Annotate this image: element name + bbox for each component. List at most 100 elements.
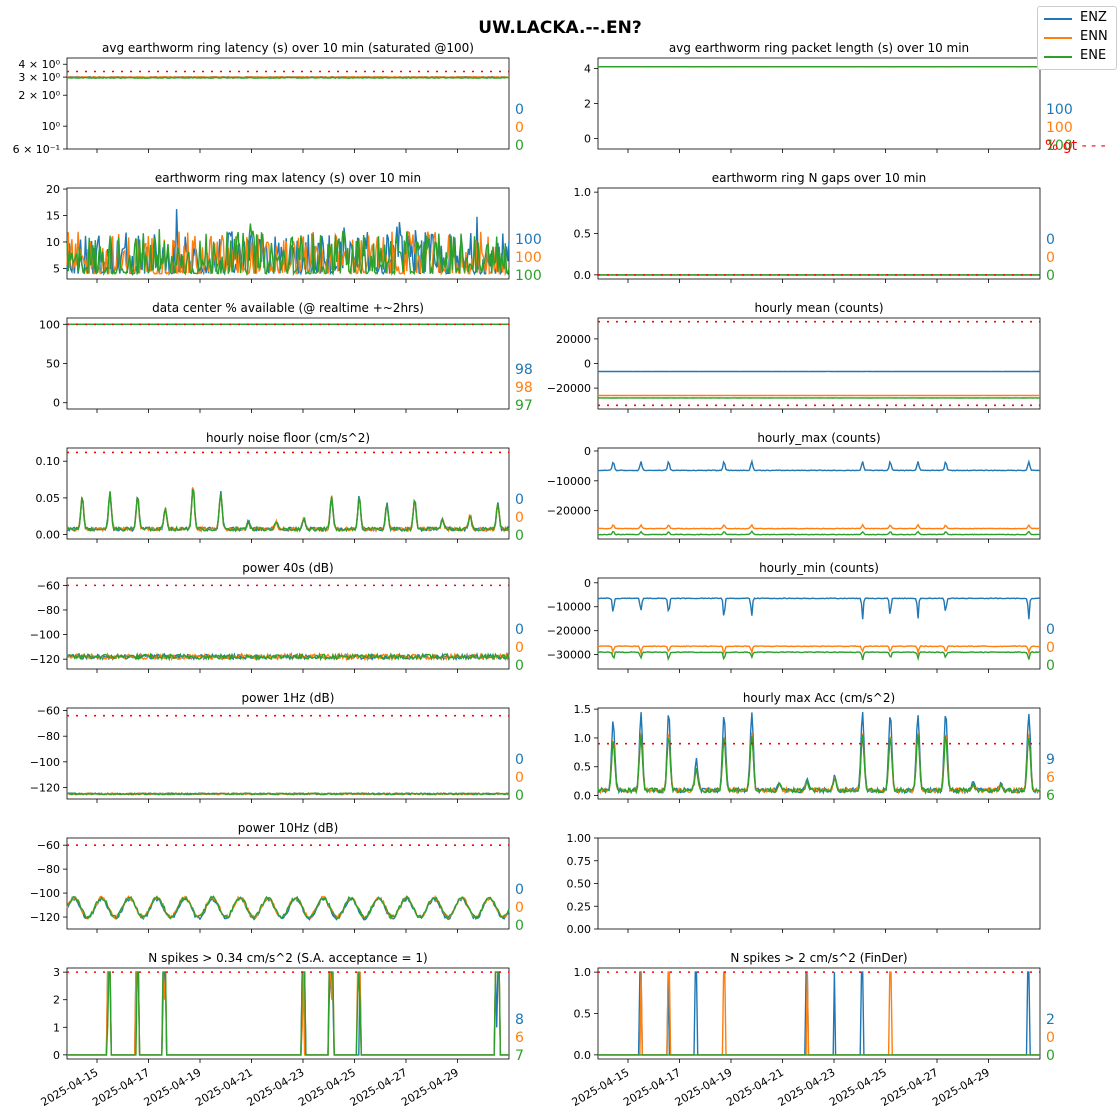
y-tick-label: 15 xyxy=(46,210,60,223)
series-line-enz xyxy=(597,597,1041,620)
panel-title: hourly max Acc (cm/s^2) xyxy=(743,691,895,705)
pct-label: 6 xyxy=(515,1030,524,1046)
panel-12: power 10Hz (dB) −120 −100 −80 −60 0 0 0 xyxy=(30,821,524,934)
pct-label: 100 xyxy=(515,232,542,248)
panel-title: hourly_max (counts) xyxy=(757,431,880,445)
pct-label: 0 xyxy=(515,120,524,136)
y-tick-label: 0 xyxy=(584,358,591,371)
series-line-ene xyxy=(66,488,510,533)
y-tick-label: −60 xyxy=(37,839,60,852)
x-tick-label: 2025-04-25 xyxy=(296,1066,358,1109)
legend-label-enz: ENZ xyxy=(1080,10,1107,25)
y-tick-label: −60 xyxy=(37,579,60,592)
series-line-ene xyxy=(66,652,510,662)
panel-title: avg earthworm ring packet length (s) ove… xyxy=(669,41,969,55)
series-line-enz xyxy=(597,458,1041,472)
pct-label: 0 xyxy=(515,528,524,544)
y-tick-label: −100 xyxy=(30,887,60,900)
panel-title: hourly noise floor (cm/s^2) xyxy=(206,431,370,445)
series-line-ene xyxy=(597,651,1041,662)
series-line-enn xyxy=(67,971,509,1056)
x-tick-label: 2025-04-15 xyxy=(39,1066,101,1109)
series-line-enz xyxy=(598,971,1040,1056)
y-tick-label: −120 xyxy=(30,911,60,924)
pct-label: 98 xyxy=(515,380,533,396)
y-tick-label: 0 xyxy=(53,397,60,410)
x-tick-label: 2025-04-17 xyxy=(90,1066,152,1109)
series-line-enn xyxy=(66,487,510,533)
legend-swatch-enz xyxy=(1044,18,1072,20)
x-tick-label: 2025-04-23 xyxy=(776,1066,838,1109)
legend-label-ene: ENE xyxy=(1080,48,1107,63)
panel-title: power 40s (dB) xyxy=(242,561,333,575)
panel-5: hourly mean (counts) −20000 0 20000 xyxy=(547,301,1041,413)
y-tick-label: 0.0 xyxy=(574,269,592,282)
pct-gt-note: % gt - - - xyxy=(1045,138,1106,154)
y-tick-label: 0.75 xyxy=(567,855,592,868)
y-tick-label: 0.0 xyxy=(574,1049,592,1062)
y-tick-label: −10000 xyxy=(547,475,591,488)
pct-label: 0 xyxy=(515,752,524,768)
panel-11: hourly max Acc (cm/s^2) 0.0 0.5 1.0 1.5 9 6 6 xyxy=(574,691,1056,804)
pct-label: 0 xyxy=(515,882,524,898)
x-tick-label: 2025-04-15 xyxy=(570,1066,632,1109)
y-tick-label: 0.00 xyxy=(567,923,592,936)
y-tick-label: 10⁰ xyxy=(42,120,61,133)
y-tick-label: 1.5 xyxy=(574,703,592,716)
plot-frame xyxy=(66,187,510,280)
y-tick-label: 0.5 xyxy=(574,761,592,774)
figure-title: UW.LACKA.--.EN? xyxy=(478,18,642,38)
y-tick-label: −80 xyxy=(37,863,60,876)
pct-label: 0 xyxy=(515,658,524,674)
y-tick-label: 0.10 xyxy=(36,455,61,468)
pct-label: 9 xyxy=(1046,752,1055,768)
y-tick-label: 0.5 xyxy=(574,228,592,241)
y-tick-label: 3 xyxy=(53,966,60,979)
series-line-enz xyxy=(67,971,509,1056)
y-tick-label: 0.0 xyxy=(574,790,592,803)
series-line-ene xyxy=(66,223,510,277)
pct-label: 100 xyxy=(1046,102,1073,118)
legend-label-enn: ENN xyxy=(1080,29,1108,44)
pct-label: 6 xyxy=(1046,788,1055,804)
y-tick-label: −30000 xyxy=(547,649,591,662)
y-tick-label: −100 xyxy=(30,756,60,769)
pct-label: 0 xyxy=(1046,622,1055,638)
panel-3: earthworm ring N gaps over 10 min 0.0 0.5 1… xyxy=(574,171,1055,284)
pct-label: 6 xyxy=(1046,770,1055,786)
y-tick-label: 0 xyxy=(53,1049,60,1062)
y-tick-label: −20000 xyxy=(547,625,591,638)
y-tick-label: 50 xyxy=(46,358,60,371)
panel-title: hourly_min (counts) xyxy=(759,561,879,575)
pct-label: 0 xyxy=(515,622,524,638)
pct-label: 0 xyxy=(1046,1048,1055,1064)
panel-13: 0.00 0.25 0.50 0.75 1.00 xyxy=(567,832,1041,936)
pct-label: 97 xyxy=(515,398,533,414)
y-tick-label: 20 xyxy=(46,183,60,196)
y-tick-label: 1.0 xyxy=(574,732,592,745)
y-tick-label: 5 xyxy=(53,262,60,275)
pct-label: 100 xyxy=(515,268,542,284)
plot-frame xyxy=(66,577,510,670)
panel-title: data center % available (@ realtime +~2h… xyxy=(152,301,424,315)
panel-7: hourly_max (counts) −20000 −10000 0 xyxy=(547,431,1041,543)
panel-15: N spikes > 2 cm/s^2 (FinDer)0.00.51.0202… xyxy=(570,951,1055,1109)
y-tick-label: 1.0 xyxy=(574,966,592,979)
panel-9: hourly_min (counts) −30000 −20000 −10000 0 0 0… xyxy=(547,561,1055,674)
y-tick-label: 0.5 xyxy=(574,1008,592,1021)
y-tick-label: 10 xyxy=(46,236,60,249)
pct-label: 0 xyxy=(515,640,524,656)
y-tick-label: 20000 xyxy=(556,333,591,346)
y-tick-label: 0 xyxy=(584,577,591,590)
y-tick-label: −100 xyxy=(30,629,60,642)
panel-8: power 40s (dB) −120 −100 −80 −60 0 0 0 xyxy=(30,561,524,674)
plot-frame xyxy=(597,577,1041,670)
y-tick-label: 2 xyxy=(584,98,591,111)
y-tick-label: −80 xyxy=(37,604,60,617)
y-tick-label: −120 xyxy=(30,653,60,666)
panel-title: N spikes > 0.34 cm/s^2 (S.A. acceptance … xyxy=(148,951,427,965)
pct-label: 0 xyxy=(1046,658,1055,674)
plot-frame xyxy=(597,187,1041,280)
series-line-ene xyxy=(597,734,1041,795)
pct-label: 0 xyxy=(515,918,524,934)
